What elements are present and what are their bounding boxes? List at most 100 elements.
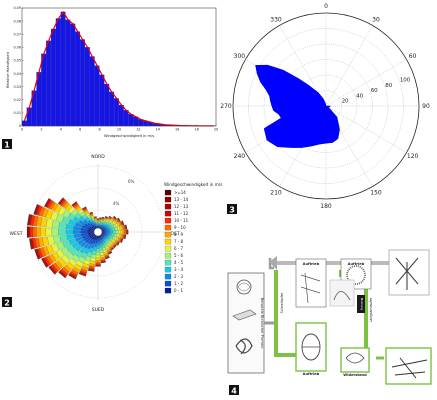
polar-radial-label: 100 — [400, 77, 411, 83]
histogram-y-tick-label: 0.08 — [13, 19, 21, 23]
polar-spoke — [325, 105, 407, 153]
histogram-bar — [26, 107, 32, 127]
wind-rose-legend-swatch — [164, 238, 172, 245]
wind-rose-sector-segment — [95, 255, 101, 258]
wind-rose-sector-segment — [27, 226, 30, 238]
polar-spoke — [325, 25, 373, 107]
wind-rose-sector-segment — [58, 221, 67, 229]
histogram-fit-curve — [23, 10, 214, 127]
wind-rose-sector-segment — [27, 226, 29, 238]
wind-rose-sector-segment — [109, 215, 112, 219]
wind-rose-sector-segment — [73, 229, 81, 235]
wind-rose-legend-swatch — [164, 273, 172, 280]
histogram-bar — [123, 110, 129, 127]
panel-number-label: 2 — [4, 299, 10, 308]
histogram-bar — [46, 40, 51, 127]
wind-rose-sector-segment — [95, 262, 101, 264]
histogram-y-tick-label: 0.09 — [13, 6, 21, 10]
wind-rose-sector-segment — [108, 252, 113, 255]
histogram-x-tick-label: 0 — [21, 128, 23, 132]
histogram-x-tick-label: 6 — [79, 128, 81, 132]
wind-rose-sector-segment — [65, 229, 74, 235]
wind-rose-sector-segment — [89, 211, 93, 214]
wind-rose-sector-segment — [97, 223, 99, 226]
wind-rose-legend-label: 6 - 7 — [174, 246, 184, 251]
wind-rose-sector-segment — [78, 273, 86, 277]
wind-rose-legend-label: 5 - 6 — [174, 253, 184, 258]
wind-rose-legend-label: 4 - 5 — [174, 260, 184, 265]
wind-rose-label-east: OST — [170, 231, 179, 237]
histogram-x-tick-label: 14 — [156, 128, 160, 132]
wind-rose-sector-segment — [125, 234, 127, 240]
histogram-x-tick-label: 16 — [175, 128, 179, 132]
wind-rose-sector-segment — [53, 235, 61, 244]
seed-example-icon — [235, 338, 253, 355]
turbine-box-bottom-right — [385, 347, 432, 385]
wind-rose-sector-segment — [105, 215, 109, 218]
wind-rose-sector-segment — [97, 238, 99, 243]
wind-rose-legend-label: 8 - 9 — [174, 232, 184, 237]
turbine-sketch-top-left — [300, 272, 321, 304]
wind-rose-sector-segment — [96, 248, 100, 253]
wind-rose-sector-segment — [105, 257, 110, 260]
wind-rose-legend-swatch — [164, 217, 172, 224]
histogram-x-tick-label: 20 — [214, 128, 218, 132]
wind-rose-sector-segment — [51, 220, 60, 229]
wind-rose-legend-label: 10 - 11 — [174, 218, 189, 223]
histogram-panel: 0 2 4 6 8 10 12 14 16 18 20 00.010.020.030.040.050… — [2, 6, 220, 150]
turbine-sketch-top-right — [395, 257, 419, 290]
wind-rose-ring-label-6: 6% — [128, 179, 135, 184]
panel-number-label: 1 — [4, 141, 10, 150]
wind-rose-sector-segment — [40, 227, 46, 237]
histogram-bar — [70, 23, 76, 127]
wind-rose-legend: >=14 13 - 14 12 - 13 11 - 12 10 - 11 9 - 10 8 … — [164, 189, 189, 294]
polar-angle-label: 150 — [370, 190, 382, 197]
wind-rose-sector-segment — [112, 230, 116, 234]
polar-angle-label: 30 — [372, 16, 380, 23]
wind-rose-sector-segment — [59, 234, 68, 242]
turbine-box-top-right — [388, 249, 430, 296]
connector-arrow-left — [269, 256, 277, 270]
wind-rose-sector-segment — [110, 230, 114, 234]
wind-rose-sector-segment — [97, 222, 99, 225]
histogram-bar — [50, 28, 56, 127]
drag-label: Widerstand — [343, 373, 367, 377]
histogram-y-tick-label: 0.03 — [13, 85, 21, 89]
histogram-x-tick-label: 4 — [60, 128, 62, 132]
wind-rose-sector-segment — [125, 229, 127, 235]
histogram-y-tick-label: 0 — [19, 124, 21, 128]
polar-angle-label: 300 — [234, 53, 246, 60]
wind-rose-sector-segment — [96, 241, 100, 246]
wind-rose-sector-segment — [95, 257, 101, 261]
histogram-bar — [60, 11, 66, 127]
wind-rose-legend-swatch — [164, 203, 172, 210]
histogram-y-tick-label: 0.02 — [13, 98, 21, 102]
wind-rose-sector-segment — [48, 266, 56, 275]
wind-rose-sector-segment — [44, 198, 50, 207]
histogram-bar — [65, 19, 71, 127]
polar-radial-labels: 20 40 60 80 100 — [342, 77, 411, 104]
lift-label-top-mid: Auftrieb — [348, 262, 365, 266]
histogram-bar — [55, 18, 61, 127]
green-branch-left — [274, 270, 296, 357]
histogram-bar — [118, 104, 124, 127]
polar-angle-label: 0 — [324, 3, 328, 10]
histogram-y-tick-label: 0.05 — [13, 59, 21, 63]
histogram-x-tick-label: 2 — [40, 128, 42, 132]
turbine-sketch-top-mid — [346, 265, 366, 285]
histogram-x-tick-label: 18 — [194, 128, 198, 132]
wind-rose-legend-swatch — [164, 252, 172, 259]
histogram-bar — [94, 65, 100, 127]
panel-number-badge — [2, 139, 12, 149]
histogram-bar — [99, 74, 105, 127]
wind-rose-legend-swatch — [164, 266, 172, 273]
turbine-sketch-mid-curve — [333, 291, 351, 301]
histogram-y-axis-label: Relative Haeufigkeit — [6, 51, 10, 88]
histogram-x-tick-label: 8 — [99, 128, 101, 132]
wind-rose-legend-label: 0 - 1 — [174, 288, 184, 293]
histogram-y-tick-label: 0.07 — [13, 32, 21, 36]
wind-rose-sector-segment — [27, 214, 30, 226]
polar-angle-label: 240 — [234, 153, 246, 160]
wind-rose-label-north: NORD — [91, 154, 105, 160]
turbine-sketch-bottom-right — [391, 357, 428, 379]
